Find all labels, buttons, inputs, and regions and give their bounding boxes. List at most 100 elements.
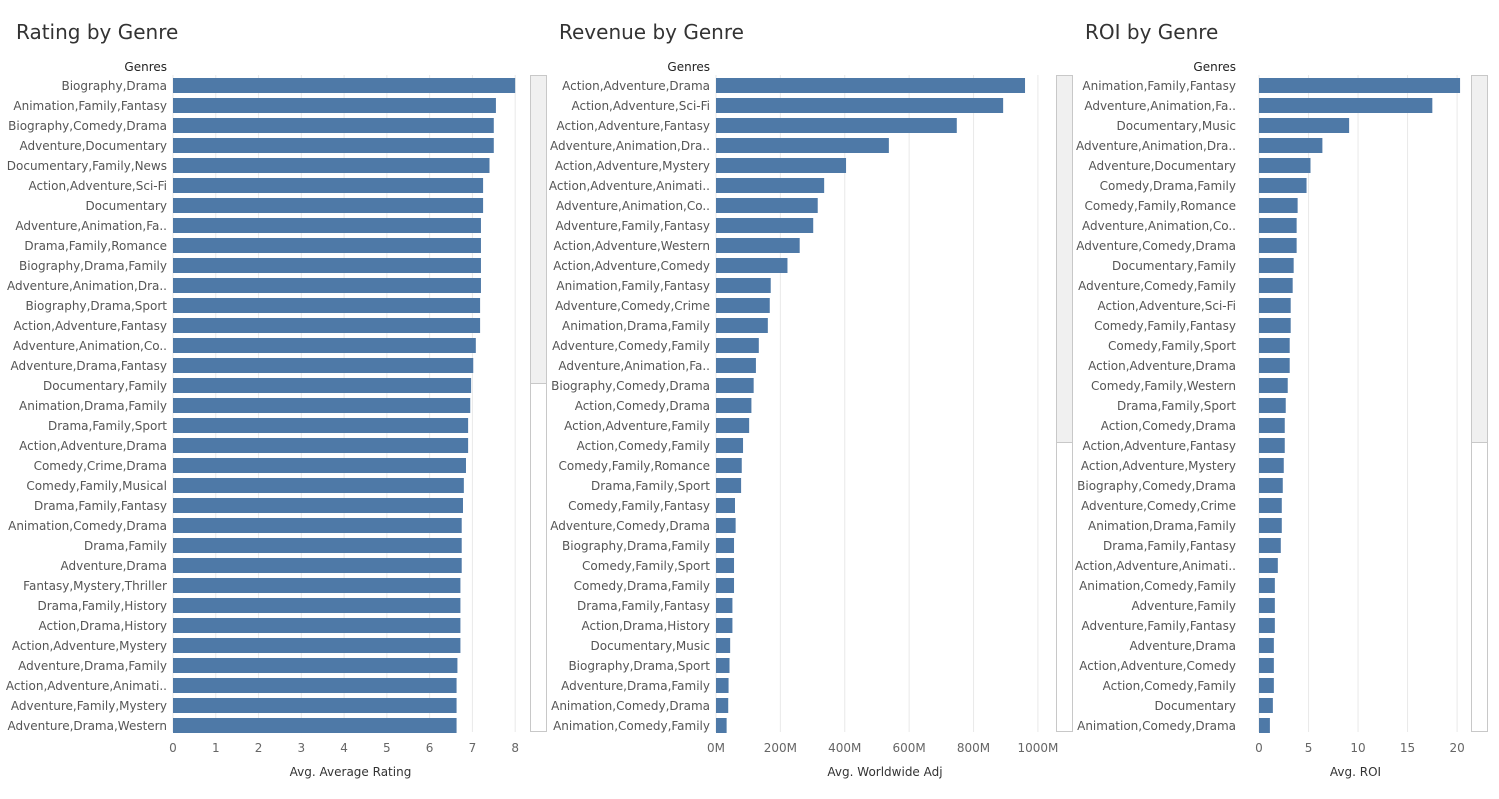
category-label: Drama,Family,History	[37, 599, 167, 613]
bar	[1259, 238, 1297, 253]
scrollbar-thumb[interactable]	[531, 76, 546, 384]
bar	[173, 298, 481, 313]
category-label: Adventure,Comedy,Crime	[555, 299, 710, 313]
bar	[1259, 718, 1270, 733]
bar	[1259, 158, 1311, 173]
category-label: Adventure,Family,Mystery	[11, 699, 167, 713]
bar	[716, 618, 733, 633]
bar	[716, 178, 825, 193]
bar	[1259, 678, 1274, 693]
x-axis-label: Avg. ROI	[1329, 765, 1382, 779]
bar	[1259, 98, 1433, 113]
bar	[716, 298, 770, 313]
bar	[716, 218, 814, 233]
bar	[1259, 138, 1323, 153]
category-label: Documentary,Music	[590, 639, 710, 653]
x-tick-label: 7	[469, 741, 477, 755]
vertical-scrollbar[interactable]	[1471, 75, 1488, 732]
vertical-scrollbar[interactable]	[1056, 75, 1073, 732]
vertical-scrollbar[interactable]	[530, 75, 547, 732]
bar	[716, 318, 768, 333]
category-label: Comedy,Family,Sport	[1108, 339, 1236, 353]
bar	[716, 438, 744, 453]
bar	[173, 478, 464, 493]
category-label: Comedy,Drama,Family	[1100, 179, 1236, 193]
category-label: Adventure,Animation,Co..	[556, 199, 710, 213]
category-label: Animation,Comedy,Family	[1079, 579, 1236, 593]
bar	[173, 338, 476, 353]
bar	[716, 478, 742, 493]
bar	[173, 278, 481, 293]
bar	[716, 238, 800, 253]
bar	[716, 98, 1004, 113]
bar	[173, 158, 490, 173]
category-label: Documentary	[85, 199, 167, 213]
category-label: Action,Adventure,Mystery	[1081, 459, 1236, 473]
category-label: Comedy,Family,Western	[1091, 379, 1236, 393]
scrollbar-thumb[interactable]	[1057, 76, 1072, 443]
category-label: Documentary,Family	[1112, 259, 1236, 273]
category-label: Drama,Family,Fantasy	[1103, 539, 1236, 553]
scrollbar-thumb[interactable]	[1472, 76, 1487, 443]
bar	[1259, 78, 1461, 93]
bar	[173, 218, 481, 233]
bar	[173, 638, 461, 653]
category-label: Documentary,Family	[43, 379, 167, 393]
category-label: Action,Adventure,Western	[554, 239, 711, 253]
category-label: Adventure,Animation,Fa..	[15, 219, 167, 233]
category-label: Action,Adventure,Fantasy	[14, 319, 167, 333]
bar	[716, 678, 729, 693]
category-label: Adventure,Animation,Dra..	[550, 139, 710, 153]
category-label: Comedy,Family,Romance	[558, 459, 710, 473]
bar	[173, 678, 457, 693]
bar	[716, 518, 736, 533]
rating-by-genre-chart: Rating by Genre Genres 0 1 2 3 4 5 6 7 8 Biograph…	[0, 0, 548, 799]
category-label: Biography,Drama,Sport	[568, 659, 710, 673]
category-label: Animation,Family,Fantasy	[1082, 79, 1236, 93]
category-label: Adventure,Drama	[1130, 639, 1236, 653]
category-label: Drama,Family,Fantasy	[34, 499, 167, 513]
category-label: Animation,Drama,Family	[1088, 519, 1236, 533]
category-label: Action,Drama,History	[582, 619, 710, 633]
category-label: Adventure,Drama,Fantasy	[11, 359, 167, 373]
category-label: Action,Adventure,Fantasy	[1083, 439, 1236, 453]
bar	[173, 118, 494, 133]
y-axis-header: Genres	[1193, 60, 1236, 74]
category-label: Action,Adventure,Drama	[1088, 359, 1236, 373]
category-label: Adventure,Drama	[61, 559, 167, 573]
category-label: Drama,Family,Fantasy	[577, 599, 710, 613]
bar	[1259, 398, 1286, 413]
bar	[1259, 338, 1290, 353]
category-label: Comedy,Family,Fantasy	[568, 499, 710, 513]
x-axis-label: Avg. Worldwide Adj	[827, 765, 943, 779]
x-tick-label: 4	[340, 741, 348, 755]
category-label: Action,Drama,History	[39, 619, 167, 633]
roi-by-genre-chart: ROI by Genre Genres 0 5 10 15 20 Animation,Fa…	[1075, 0, 1499, 799]
bar	[1259, 658, 1274, 673]
category-label: Biography,Drama,Sport	[25, 299, 167, 313]
bar	[716, 698, 729, 713]
bar	[716, 658, 730, 673]
category-label: Adventure,Drama,Family	[18, 659, 167, 673]
bar	[173, 538, 462, 553]
bar	[716, 338, 759, 353]
bar	[716, 538, 735, 553]
x-tick-label: 8	[511, 741, 519, 755]
category-label: Animation,Drama,Family	[19, 399, 167, 413]
bar	[716, 498, 735, 513]
bar	[1259, 438, 1285, 453]
category-label: Action,Comedy,Drama	[575, 399, 710, 413]
bar	[173, 78, 516, 93]
bar	[173, 178, 484, 193]
bar	[173, 238, 481, 253]
category-label: Animation,Family,Fantasy	[13, 99, 167, 113]
category-label: Drama,Family,Romance	[24, 239, 167, 253]
category-label: Action,Comedy,Drama	[1101, 419, 1236, 433]
bar	[716, 378, 754, 393]
bar	[1259, 178, 1307, 193]
bar	[716, 158, 847, 173]
category-label: Action,Adventure,Animati..	[6, 679, 167, 693]
bar	[173, 518, 462, 533]
x-tick-label: 800M	[957, 741, 990, 755]
bar	[716, 118, 957, 133]
